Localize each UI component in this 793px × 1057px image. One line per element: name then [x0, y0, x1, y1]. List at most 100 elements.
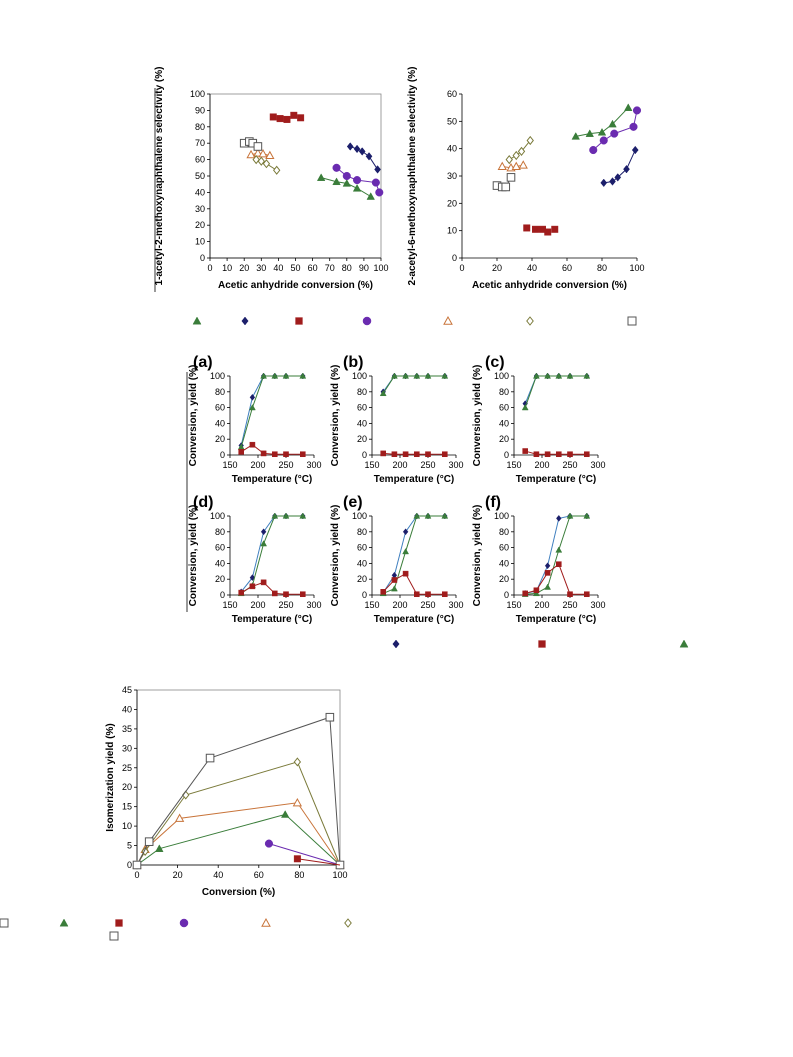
legend-marker-open-square-gray [627, 316, 637, 326]
legend-marker-diamond-navy [392, 639, 400, 649]
series-line [525, 515, 587, 595]
x-tick-label: 200 [250, 600, 265, 610]
x-axis-label: Temperature (°C) [232, 474, 313, 485]
data-point [610, 129, 619, 138]
data-point [555, 372, 563, 379]
y-tick-label: 40 [357, 558, 367, 568]
data-point [358, 147, 366, 156]
series-line [240, 375, 303, 446]
data-point [544, 583, 552, 590]
x-tick-label: 10 [222, 263, 232, 273]
y-tick-label: 20 [195, 220, 205, 230]
data-point [532, 225, 539, 233]
data-point [238, 449, 244, 455]
y-tick-label: 35 [122, 724, 132, 734]
y-tick-label: 60 [195, 155, 205, 165]
legend-marker-triangle-green [192, 316, 202, 325]
data-point [253, 148, 263, 157]
data-point [567, 591, 573, 598]
y-tick-label: 80 [499, 527, 509, 537]
y-tick-label: 0 [362, 590, 367, 600]
chart-c: 0 20 40 60 80 100 150 200 250 300 Temperature (°C)… [472, 354, 606, 485]
legend-marker-open-diamond-olive [526, 316, 534, 326]
panel-label: (d) [193, 494, 213, 511]
x-tick-label: 80 [597, 263, 607, 273]
data-point [260, 540, 268, 547]
y-axis-label: Conversion, yield (%) [472, 365, 483, 467]
y-tick-label: 100 [494, 511, 509, 521]
legend-marker-open-diamond-olive [344, 918, 352, 928]
y-tick-label: 20 [357, 574, 367, 584]
y-tick-label: 40 [357, 418, 367, 428]
data-point [299, 372, 307, 379]
y-axis-label: Conversion, yield (%) [330, 505, 341, 607]
data-point [624, 103, 633, 111]
legend-marker-circle-purple [362, 316, 372, 326]
y-tick-label: 20 [447, 198, 457, 208]
y-tick-label: 60 [215, 543, 225, 553]
data-point [402, 372, 410, 379]
chart-sel1: 0 10 20 30 40 50 60 70 80 90 100 0 10 20 30 40 50 60 70 80 9… [154, 67, 389, 291]
data-point [249, 583, 256, 590]
data-point [556, 561, 562, 567]
data-point [583, 512, 591, 519]
data-point [283, 591, 289, 598]
data-point [249, 393, 256, 401]
x-tick-label: 20 [492, 263, 502, 273]
y-tick-label: 40 [499, 558, 509, 568]
data-point [566, 512, 574, 519]
x-tick-label: 20 [173, 870, 183, 880]
data-point [273, 165, 281, 175]
y-tick-label: 100 [352, 371, 367, 381]
y-tick-label: 40 [195, 187, 205, 197]
y-tick-label: 20 [499, 434, 509, 444]
x-axis-label: Temperature (°C) [232, 614, 313, 625]
data-point [544, 372, 552, 379]
x-tick-label: 150 [506, 600, 521, 610]
x-tick-label: 300 [448, 460, 463, 470]
y-tick-label: 80 [357, 387, 367, 397]
data-point [257, 156, 265, 166]
data-point [533, 451, 540, 458]
panel-label: (b) [343, 354, 363, 371]
x-tick-label: 70 [325, 263, 335, 273]
y-axis-label: 2-acetyl-6-methoxynaphthalene selectivit… [407, 67, 418, 286]
data-point [584, 451, 590, 458]
y-tick-label: 80 [215, 387, 225, 397]
data-point [544, 451, 551, 458]
series-line [240, 515, 303, 594]
y-tick-label: 50 [195, 171, 205, 181]
data-point [205, 753, 215, 763]
x-tick-label: 300 [590, 460, 605, 470]
x-tick-label: 40 [213, 870, 223, 880]
legend-marker-square-red [295, 317, 303, 325]
x-tick-label: 90 [359, 263, 369, 273]
series-line [524, 375, 587, 408]
y-tick-label: 0 [220, 450, 225, 460]
data-point [425, 451, 431, 458]
y-tick-label: 0 [504, 590, 509, 600]
y-tick-label: 15 [122, 802, 132, 812]
y-tick-label: 10 [447, 226, 457, 236]
y-tick-label: 80 [357, 527, 367, 537]
data-point [280, 810, 290, 818]
data-point [425, 591, 431, 598]
data-point [533, 587, 540, 594]
y-tick-label: 0 [220, 590, 225, 600]
series-line [508, 140, 531, 161]
chart-a: 0 20 40 60 80 100 150 200 250 300 Temperature (°C)… [188, 354, 322, 485]
data-point [585, 129, 594, 137]
y-tick-label: 25 [122, 763, 132, 773]
data-point [424, 512, 432, 519]
y-tick-label: 0 [504, 450, 509, 460]
y-tick-label: 60 [447, 89, 457, 99]
x-tick-label: 200 [250, 460, 265, 470]
data-point [511, 161, 521, 170]
series-line [240, 515, 303, 593]
data-point [521, 404, 529, 411]
y-tick-label: 70 [195, 138, 205, 148]
y-tick-label: 5 [127, 841, 132, 851]
y-tick-label: 20 [215, 574, 225, 584]
y-tick-label: 50 [447, 116, 457, 126]
data-point [523, 224, 531, 232]
